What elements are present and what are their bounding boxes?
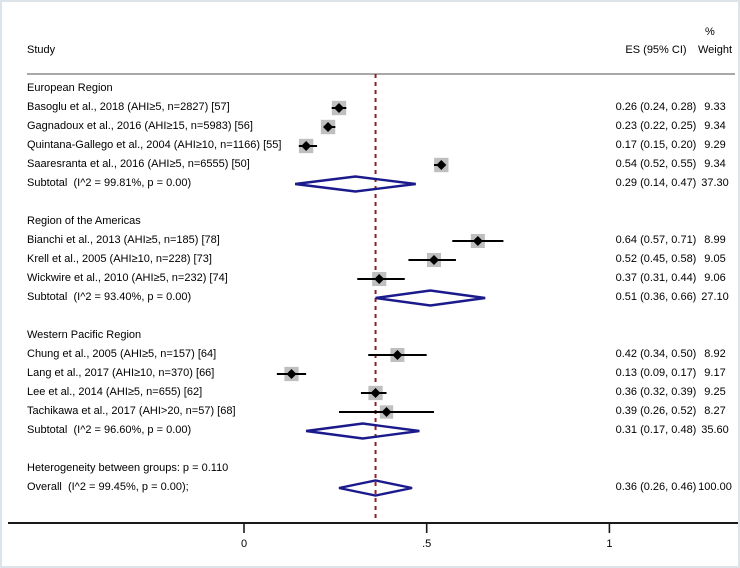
weight-value: 9.06 <box>704 272 726 284</box>
es-value: 0.36 (0.32, 0.39) <box>615 386 697 398</box>
es-value: 0.23 (0.22, 0.25) <box>615 120 697 132</box>
es-value: 0.52 (0.45, 0.58) <box>615 253 697 265</box>
column-header-percent: % <box>705 26 715 38</box>
overall-diamond <box>338 479 413 497</box>
es-value: 0.42 (0.34, 0.50) <box>615 348 697 360</box>
es-value: 0.64 (0.57, 0.71) <box>615 234 697 246</box>
subtotal-diamond <box>295 175 416 193</box>
subtotal-diamond <box>375 289 486 307</box>
study-marker <box>381 407 392 417</box>
weight-value: 9.33 <box>704 101 726 113</box>
es-value: 0.29 (0.14, 0.47) <box>615 177 697 189</box>
column-header-es: ES (95% CI) <box>625 44 687 56</box>
weight-value: 9.05 <box>704 253 726 265</box>
x-axis-tick-label: .5 <box>422 538 432 550</box>
study-row-label: Quintana-Gallego et al., 2004 (AHI≥10, n… <box>27 139 282 151</box>
subtotal-diamond <box>305 422 420 440</box>
weight-value: 9.34 <box>704 158 726 170</box>
subtotal-label: Subtotal (I^2 = 93.40%, p = 0.00) <box>27 291 192 303</box>
weight-value: 9.34 <box>704 120 726 132</box>
group-header: Western Pacific Region <box>27 329 142 341</box>
study-marker <box>286 369 297 379</box>
es-value: 0.13 (0.09, 0.17) <box>615 367 697 379</box>
weight-value: 8.99 <box>704 234 726 246</box>
study-row-label: Lee et al., 2014 (AHI≥5, n=655) [62] <box>27 386 203 398</box>
study-marker <box>323 122 334 132</box>
es-value: 0.31 (0.17, 0.48) <box>615 424 697 436</box>
study-marker <box>374 274 385 284</box>
study-marker <box>429 255 440 265</box>
study-row-label: Chung et al., 2005 (AHI≥5, n=157) [64] <box>27 348 217 360</box>
subtotal-label: Subtotal (I^2 = 96.60%, p = 0.00) <box>27 424 192 436</box>
weight-value: 37.30 <box>701 177 729 189</box>
header-divider <box>27 73 735 75</box>
subtotal-label: Subtotal (I^2 = 99.81%, p = 0.00) <box>27 177 192 189</box>
es-value: 0.39 (0.26, 0.52) <box>615 405 697 417</box>
study-row-label: Krell et al., 2005 (AHI≥10, n=228) [73] <box>27 253 212 265</box>
study-marker <box>334 103 345 113</box>
study-row-label: Wickwire et al., 2010 (AHI≥5, n=232) [74… <box>27 272 228 284</box>
es-value: 0.17 (0.15, 0.20) <box>615 139 697 151</box>
heterogeneity-note: Heterogeneity between groups: p = 0.110 <box>27 462 229 474</box>
weight-value: 9.29 <box>704 139 726 151</box>
es-value: 0.26 (0.24, 0.28) <box>615 101 697 113</box>
study-row-label: Bianchi et al., 2013 (AHI≥5, n=185) [78] <box>27 234 220 246</box>
study-marker <box>370 388 381 398</box>
es-value: 0.36 (0.26, 0.46) <box>615 481 697 493</box>
column-header-study: Study <box>27 44 56 56</box>
study-marker <box>392 350 403 360</box>
group-header: Region of the Americas <box>27 215 141 227</box>
es-value: 0.54 (0.52, 0.55) <box>615 158 697 170</box>
weight-value: 8.92 <box>704 348 726 360</box>
study-row-label: Tachikawa et al., 2017 (AHI>20, n=57) [6… <box>27 405 236 417</box>
column-header-weight: Weight <box>697 44 733 56</box>
study-marker <box>472 236 483 246</box>
study-row-label: Lang et al., 2017 (AHI≥10, n=370) [66] <box>27 367 215 379</box>
es-value: 0.51 (0.36, 0.66) <box>615 291 697 303</box>
weight-value: 100.00 <box>698 481 732 493</box>
weight-value: 35.60 <box>701 424 729 436</box>
es-value: 0.37 (0.31, 0.44) <box>615 272 697 284</box>
weight-value: 9.17 <box>704 367 726 379</box>
group-header: European Region <box>27 82 113 94</box>
weight-value: 27.10 <box>701 291 729 303</box>
weight-value: 9.25 <box>704 386 726 398</box>
weight-value: 8.27 <box>704 405 726 417</box>
study-row-label: Gagnadoux et al., 2016 (AHI≥15, n=5983) … <box>27 120 253 132</box>
overall-label: Overall (I^2 = 99.45%, p = 0.00); <box>27 481 189 493</box>
x-axis-tick-label: 0 <box>240 538 248 550</box>
study-row-label: Saaresranta et al., 2016 (AHI≥5, n=6555)… <box>27 158 250 170</box>
x-axis-tick-label: 1 <box>606 538 613 550</box>
study-marker <box>301 141 312 151</box>
study-marker <box>436 160 447 170</box>
study-row-label: Basoglu et al., 2018 (AHI≥5, n=2827) [57… <box>27 101 230 113</box>
